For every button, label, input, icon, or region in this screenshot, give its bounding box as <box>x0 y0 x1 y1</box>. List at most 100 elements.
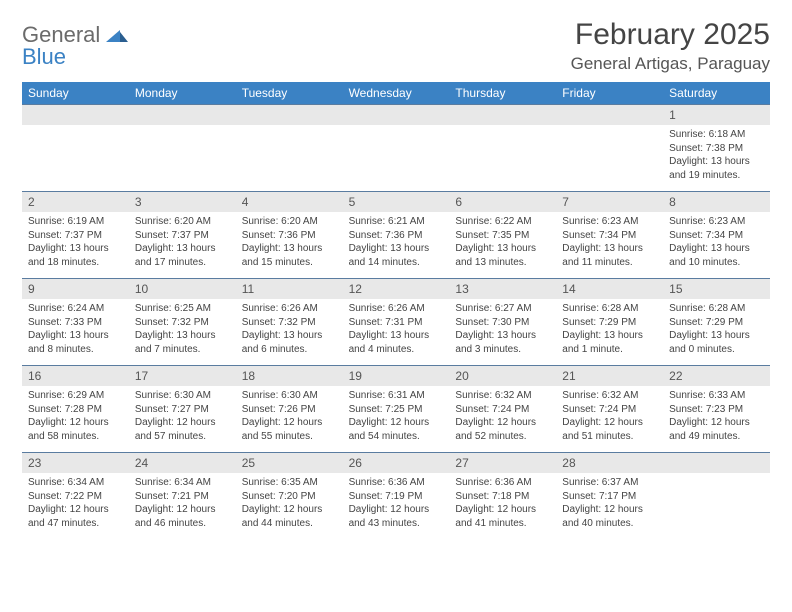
day-cell <box>129 105 236 191</box>
day-details: Sunrise: 6:29 AMSunset: 7:28 PMDaylight:… <box>22 386 129 449</box>
sunrise-text: Sunrise: 6:30 AM <box>135 389 230 403</box>
day-number: 2 <box>22 192 129 212</box>
day-details: Sunrise: 6:26 AMSunset: 7:31 PMDaylight:… <box>343 299 450 362</box>
daylight-text: Daylight: 12 hours and 47 minutes. <box>28 503 123 530</box>
day-number: 13 <box>449 279 556 299</box>
day-cell: 18Sunrise: 6:30 AMSunset: 7:26 PMDayligh… <box>236 366 343 452</box>
sunset-text: Sunset: 7:35 PM <box>455 229 550 243</box>
day-number: 17 <box>129 366 236 386</box>
day-number: 9 <box>22 279 129 299</box>
daylight-text: Daylight: 12 hours and 55 minutes. <box>242 416 337 443</box>
day-details: Sunrise: 6:33 AMSunset: 7:23 PMDaylight:… <box>663 386 770 449</box>
day-number: 10 <box>129 279 236 299</box>
daylight-text: Daylight: 13 hours and 8 minutes. <box>28 329 123 356</box>
day-details: Sunrise: 6:34 AMSunset: 7:21 PMDaylight:… <box>129 473 236 536</box>
day-cell <box>449 105 556 191</box>
day-number: 4 <box>236 192 343 212</box>
weekday-cell: Saturday <box>663 82 770 104</box>
sunset-text: Sunset: 7:32 PM <box>242 316 337 330</box>
weekday-cell: Tuesday <box>236 82 343 104</box>
daylight-text: Daylight: 12 hours and 57 minutes. <box>135 416 230 443</box>
month-title: February 2025 <box>571 18 770 52</box>
day-details: Sunrise: 6:23 AMSunset: 7:34 PMDaylight:… <box>663 212 770 275</box>
day-cell: 2Sunrise: 6:19 AMSunset: 7:37 PMDaylight… <box>22 192 129 278</box>
day-details: Sunrise: 6:23 AMSunset: 7:34 PMDaylight:… <box>556 212 663 275</box>
sunrise-text: Sunrise: 6:23 AM <box>562 215 657 229</box>
empty-day-number <box>556 105 663 125</box>
day-number: 28 <box>556 453 663 473</box>
calendar-grid: SundayMondayTuesdayWednesdayThursdayFrid… <box>22 82 770 539</box>
daylight-text: Daylight: 13 hours and 17 minutes. <box>135 242 230 269</box>
day-number: 20 <box>449 366 556 386</box>
day-cell: 20Sunrise: 6:32 AMSunset: 7:24 PMDayligh… <box>449 366 556 452</box>
empty-day-number <box>22 105 129 125</box>
day-cell: 19Sunrise: 6:31 AMSunset: 7:25 PMDayligh… <box>343 366 450 452</box>
sunset-text: Sunset: 7:23 PM <box>669 403 764 417</box>
weekday-header-row: SundayMondayTuesdayWednesdayThursdayFrid… <box>22 82 770 104</box>
daylight-text: Daylight: 13 hours and 6 minutes. <box>242 329 337 356</box>
day-cell: 21Sunrise: 6:32 AMSunset: 7:24 PMDayligh… <box>556 366 663 452</box>
day-number: 18 <box>236 366 343 386</box>
day-details: Sunrise: 6:22 AMSunset: 7:35 PMDaylight:… <box>449 212 556 275</box>
day-details: Sunrise: 6:27 AMSunset: 7:30 PMDaylight:… <box>449 299 556 362</box>
daylight-text: Daylight: 12 hours and 51 minutes. <box>562 416 657 443</box>
day-number: 19 <box>343 366 450 386</box>
sunrise-text: Sunrise: 6:19 AM <box>28 215 123 229</box>
sunrise-text: Sunrise: 6:26 AM <box>242 302 337 316</box>
daylight-text: Daylight: 12 hours and 46 minutes. <box>135 503 230 530</box>
day-cell: 11Sunrise: 6:26 AMSunset: 7:32 PMDayligh… <box>236 279 343 365</box>
day-number: 16 <box>22 366 129 386</box>
sunset-text: Sunset: 7:20 PM <box>242 490 337 504</box>
day-cell: 15Sunrise: 6:28 AMSunset: 7:29 PMDayligh… <box>663 279 770 365</box>
day-number: 1 <box>663 105 770 125</box>
logo-mark-icon <box>106 24 128 46</box>
week-row: 16Sunrise: 6:29 AMSunset: 7:28 PMDayligh… <box>22 365 770 452</box>
day-number: 24 <box>129 453 236 473</box>
day-cell <box>663 453 770 539</box>
sunrise-text: Sunrise: 6:23 AM <box>669 215 764 229</box>
week-row: 9Sunrise: 6:24 AMSunset: 7:33 PMDaylight… <box>22 278 770 365</box>
sunset-text: Sunset: 7:37 PM <box>28 229 123 243</box>
day-number: 12 <box>343 279 450 299</box>
daylight-text: Daylight: 13 hours and 18 minutes. <box>28 242 123 269</box>
weekday-cell: Sunday <box>22 82 129 104</box>
day-details: Sunrise: 6:19 AMSunset: 7:37 PMDaylight:… <box>22 212 129 275</box>
week-row: 1 Sunrise: 6:18 AMSunset: 7:38 PMDaylight… <box>22 104 770 191</box>
sunrise-text: Sunrise: 6:24 AM <box>28 302 123 316</box>
daylight-text: Daylight: 13 hours and 4 minutes. <box>349 329 444 356</box>
day-cell: 4Sunrise: 6:20 AMSunset: 7:36 PMDaylight… <box>236 192 343 278</box>
sunrise-text: Sunrise: 6:27 AM <box>455 302 550 316</box>
day-details: Sunrise: 6:26 AMSunset: 7:32 PMDaylight:… <box>236 299 343 362</box>
calendar-page: General Blue February 2025 General Artig… <box>0 0 792 557</box>
sunset-text: Sunset: 7:27 PM <box>135 403 230 417</box>
sunrise-text: Sunrise: 6:32 AM <box>562 389 657 403</box>
sunset-text: Sunset: 7:26 PM <box>242 403 337 417</box>
sunset-text: Sunset: 7:34 PM <box>669 229 764 243</box>
daylight-text: Daylight: 13 hours and 10 minutes. <box>669 242 764 269</box>
daylight-text: Daylight: 13 hours and 13 minutes. <box>455 242 550 269</box>
day-details: Sunrise: 6:31 AMSunset: 7:25 PMDaylight:… <box>343 386 450 449</box>
day-details: Sunrise: 6:30 AMSunset: 7:26 PMDaylight:… <box>236 386 343 449</box>
daylight-text: Daylight: 13 hours and 19 minutes. <box>669 155 764 182</box>
sunset-text: Sunset: 7:38 PM <box>669 142 764 156</box>
day-details: Sunrise: 6:28 AMSunset: 7:29 PMDaylight:… <box>556 299 663 362</box>
day-cell: 8Sunrise: 6:23 AMSunset: 7:34 PMDaylight… <box>663 192 770 278</box>
day-details: Sunrise: 6:25 AMSunset: 7:32 PMDaylight:… <box>129 299 236 362</box>
daylight-text: Daylight: 13 hours and 15 minutes. <box>242 242 337 269</box>
day-details: Sunrise: 6:36 AMSunset: 7:18 PMDaylight:… <box>449 473 556 536</box>
sunrise-text: Sunrise: 6:34 AM <box>135 476 230 490</box>
day-details: Sunrise: 6:37 AMSunset: 7:17 PMDaylight:… <box>556 473 663 536</box>
daylight-text: Daylight: 13 hours and 1 minute. <box>562 329 657 356</box>
day-cell <box>22 105 129 191</box>
sunrise-text: Sunrise: 6:18 AM <box>669 128 764 142</box>
daylight-text: Daylight: 12 hours and 44 minutes. <box>242 503 337 530</box>
sunrise-text: Sunrise: 6:37 AM <box>562 476 657 490</box>
day-details: Sunrise: 6:24 AMSunset: 7:33 PMDaylight:… <box>22 299 129 362</box>
day-cell: 3Sunrise: 6:20 AMSunset: 7:37 PMDaylight… <box>129 192 236 278</box>
daylight-text: Daylight: 13 hours and 11 minutes. <box>562 242 657 269</box>
title-block: February 2025 General Artigas, Paraguay <box>571 18 770 74</box>
day-details: Sunrise: 6:28 AMSunset: 7:29 PMDaylight:… <box>663 299 770 362</box>
day-number: 26 <box>343 453 450 473</box>
daylight-text: Daylight: 12 hours and 49 minutes. <box>669 416 764 443</box>
day-number: 3 <box>129 192 236 212</box>
